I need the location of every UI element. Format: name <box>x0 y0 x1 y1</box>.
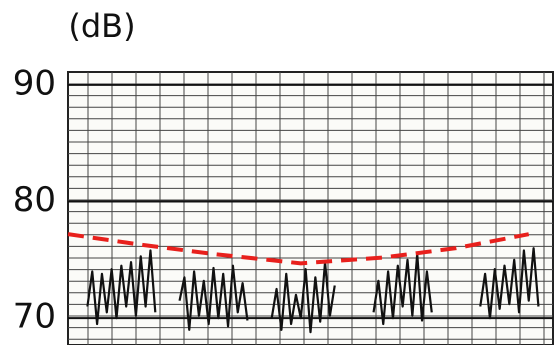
y-tick-label: 90 <box>13 63 56 103</box>
y-tick-label: 80 <box>13 180 56 220</box>
chart: (dB) 70 80 90 <box>0 0 555 345</box>
axis-unit: (dB) <box>68 7 135 45</box>
y-tick-label: 70 <box>13 297 56 337</box>
